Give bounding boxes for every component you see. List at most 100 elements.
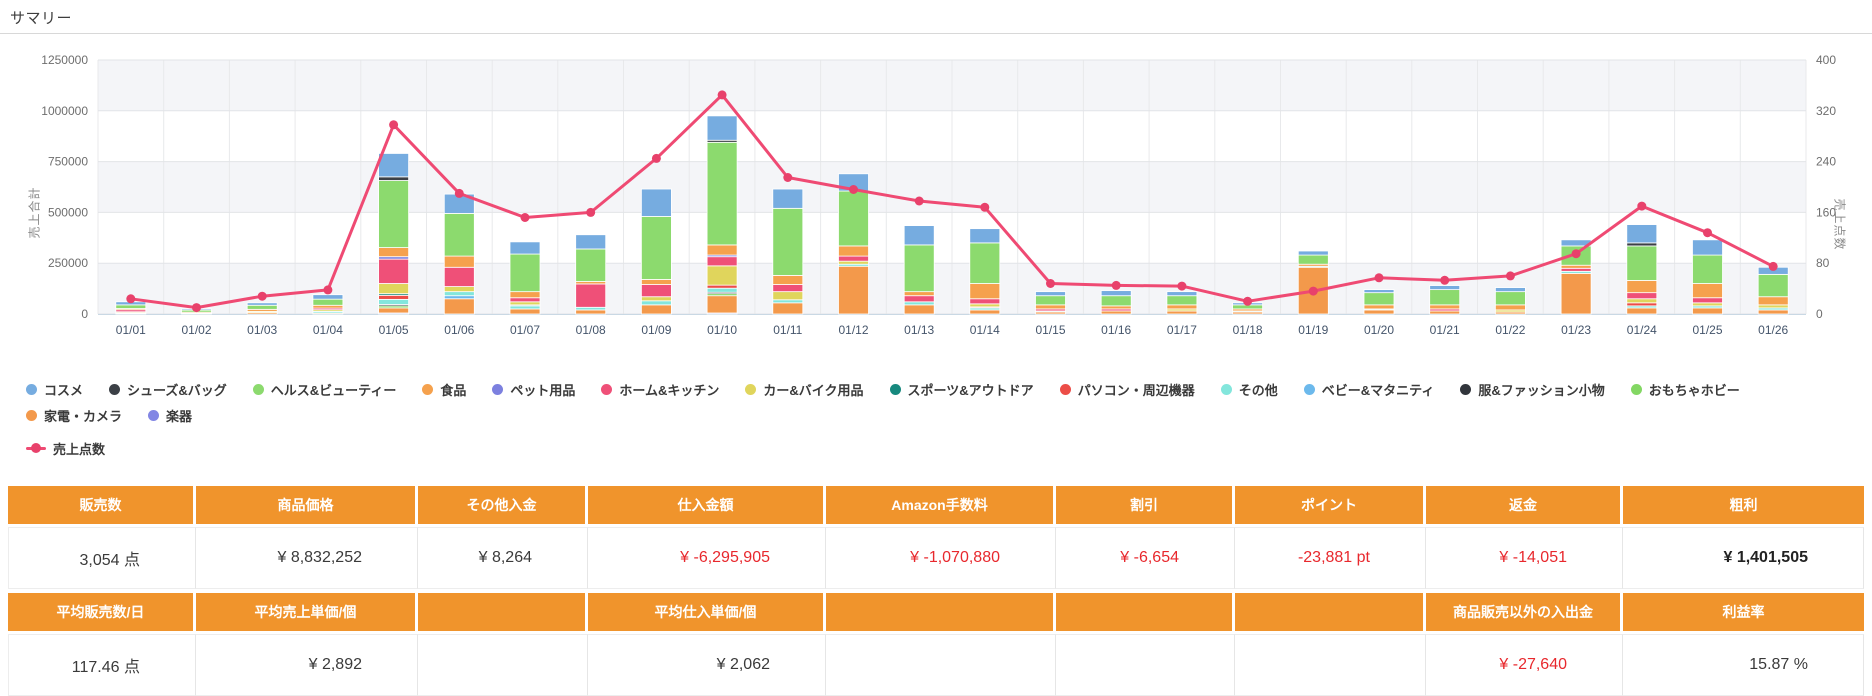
bar-segment[interactable]: [1692, 297, 1723, 304]
bar-segment[interactable]: [509, 297, 541, 303]
bar-segment[interactable]: [969, 283, 1001, 300]
bar-segment[interactable]: [772, 302, 804, 315]
line-point[interactable]: [454, 188, 464, 198]
bar-segment[interactable]: [1035, 291, 1066, 297]
line-point[interactable]: [1111, 280, 1121, 290]
line-point[interactable]: [1637, 201, 1647, 211]
bar-segment[interactable]: [969, 242, 1001, 284]
bar-segment[interactable]: [706, 265, 738, 286]
bar-segment[interactable]: [1626, 242, 1658, 247]
bar-segment[interactable]: [1692, 283, 1723, 299]
legend-item-13[interactable]: 家電・カメラ: [26, 406, 122, 425]
line-point[interactable]: [323, 285, 333, 295]
bar-segment[interactable]: [706, 141, 738, 246]
line-point[interactable]: [520, 213, 530, 222]
bar-segment[interactable]: [1757, 304, 1789, 309]
line-point[interactable]: [1177, 281, 1187, 291]
bar-segment[interactable]: [443, 295, 475, 300]
bar-segment[interactable]: [903, 295, 935, 303]
bar-segment[interactable]: [641, 300, 672, 306]
bar-segment[interactable]: [903, 291, 935, 297]
bar-segment[interactable]: [706, 295, 738, 314]
bar-segment[interactable]: [1757, 296, 1789, 306]
bar-segment[interactable]: [1363, 309, 1395, 315]
bar-segment[interactable]: [1100, 305, 1132, 310]
bar-segment[interactable]: [443, 286, 475, 293]
bar-segment[interactable]: [378, 247, 410, 258]
bar-segment[interactable]: [575, 309, 607, 315]
bar-segment[interactable]: [969, 303, 1001, 308]
bar-segment[interactable]: [1429, 289, 1461, 306]
bar-segment[interactable]: [706, 244, 738, 256]
bar-segment[interactable]: [1757, 273, 1789, 298]
bar-segment[interactable]: [1757, 309, 1789, 315]
bar-segment[interactable]: [1100, 295, 1132, 307]
legend-item-9[interactable]: その他: [1220, 380, 1278, 399]
line-point[interactable]: [1046, 279, 1055, 288]
bar-segment[interactable]: [903, 244, 935, 293]
bar-segment[interactable]: [378, 283, 410, 295]
bar-segment[interactable]: [903, 304, 935, 315]
line-point[interactable]: [1374, 273, 1384, 283]
bar-segment[interactable]: [509, 308, 541, 315]
bar-segment[interactable]: [706, 284, 738, 289]
line-point[interactable]: [651, 153, 661, 163]
bar-segment[interactable]: [1100, 290, 1132, 297]
line-point[interactable]: [1571, 249, 1581, 259]
bar-segment[interactable]: [575, 283, 607, 308]
bar-segment[interactable]: [509, 305, 541, 310]
line-point[interactable]: [389, 120, 399, 130]
bar-segment[interactable]: [1495, 291, 1526, 306]
bar-segment[interactable]: [509, 301, 541, 306]
bar-segment[interactable]: [312, 298, 344, 306]
bar-segment[interactable]: [378, 294, 410, 300]
line-point[interactable]: [1703, 228, 1712, 238]
line-point[interactable]: [257, 291, 267, 301]
bar-segment[interactable]: [772, 188, 804, 209]
bar-segment[interactable]: [1429, 310, 1461, 315]
line-point[interactable]: [783, 173, 793, 182]
line-point[interactable]: [126, 294, 136, 304]
line-point[interactable]: [1505, 271, 1515, 281]
legend-item-7[interactable]: スポーツ&アウトドア: [889, 380, 1034, 399]
bar-segment[interactable]: [1626, 307, 1658, 315]
bar-segment[interactable]: [1626, 302, 1658, 307]
bar-segment[interactable]: [1560, 272, 1592, 315]
bar-segment[interactable]: [838, 255, 869, 262]
bar-segment[interactable]: [969, 309, 1001, 315]
bar-segment[interactable]: [1429, 304, 1461, 310]
bar-segment[interactable]: [641, 284, 672, 298]
bar-segment[interactable]: [1692, 239, 1723, 256]
bar-segment[interactable]: [378, 307, 410, 314]
bar-segment[interactable]: [1297, 250, 1329, 256]
bar-segment[interactable]: [443, 213, 475, 257]
bar-segment[interactable]: [1560, 264, 1592, 269]
bar-segment[interactable]: [1429, 285, 1461, 291]
bar-segment[interactable]: [772, 274, 804, 285]
bar-segment[interactable]: [378, 176, 410, 181]
legend-item-1[interactable]: シューズ&バッグ: [109, 380, 227, 399]
legend-item-4[interactable]: ペット用品: [492, 380, 575, 399]
bar-segment[interactable]: [969, 298, 1001, 305]
bar-segment[interactable]: [1363, 292, 1395, 306]
legend-item-12[interactable]: おもちゃホビー: [1630, 380, 1740, 399]
bar-segment[interactable]: [772, 299, 804, 304]
legend-item-11[interactable]: 服&ファッション小物: [1460, 380, 1605, 399]
bar-segment[interactable]: [575, 248, 607, 282]
bar-segment[interactable]: [509, 253, 541, 293]
bar-segment[interactable]: [1035, 304, 1066, 310]
bar-segment[interactable]: [1626, 298, 1658, 304]
bar-segment[interactable]: [312, 294, 344, 300]
bar-segment[interactable]: [641, 188, 672, 217]
bar-segment[interactable]: [1166, 304, 1198, 310]
bar-segment[interactable]: [772, 284, 804, 293]
bar-segment[interactable]: [1166, 295, 1198, 306]
bar-segment[interactable]: [838, 260, 869, 265]
bar-segment[interactable]: [1166, 310, 1198, 315]
legend-item-14[interactable]: 楽器: [148, 406, 192, 425]
bar-segment[interactable]: [246, 302, 278, 306]
bar-segment[interactable]: [378, 258, 410, 284]
bar-segment[interactable]: [1626, 245, 1658, 281]
bar-segment[interactable]: [443, 266, 475, 287]
bar-segment[interactable]: [903, 301, 935, 306]
